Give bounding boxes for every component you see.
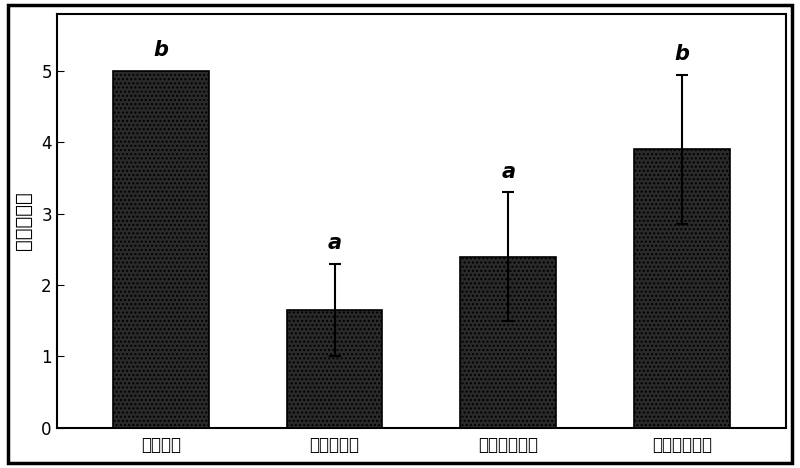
Bar xyxy=(461,256,556,428)
Bar xyxy=(287,310,382,428)
Bar xyxy=(113,71,209,428)
Text: b: b xyxy=(674,44,690,64)
Text: a: a xyxy=(501,161,515,182)
Text: b: b xyxy=(154,40,169,60)
Bar xyxy=(634,149,730,428)
Y-axis label: 病情严重度: 病情严重度 xyxy=(14,191,33,250)
Text: a: a xyxy=(327,233,342,253)
